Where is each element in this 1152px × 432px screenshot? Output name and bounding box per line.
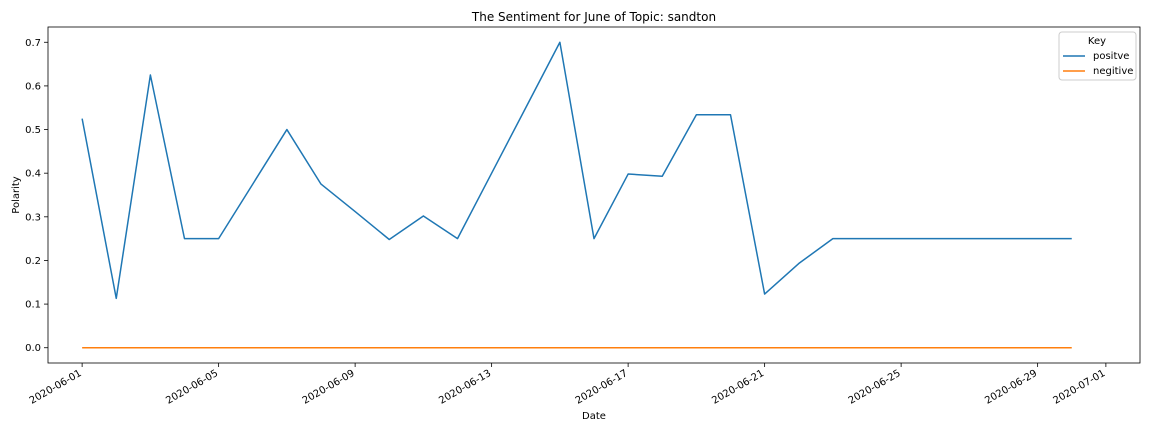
plot-area xyxy=(47,26,1141,364)
legend: Key positve negitive xyxy=(1058,31,1137,81)
y-tick-label: 0.0 xyxy=(25,343,41,354)
y-tick-label: 0.2 xyxy=(25,256,41,267)
x-tick-label: 2020-06-09 xyxy=(301,368,357,407)
x-axis: 2020-06-01 2020-06-05 2020-06-09 2020-06-13… xyxy=(28,363,1108,407)
x-tick-label: 2020-06-05 xyxy=(164,368,220,407)
legend-title: Key xyxy=(1088,36,1106,47)
chart-title: The Sentiment for June of Topic: sandton xyxy=(471,10,716,24)
x-tick-label: 2020-06-29 xyxy=(983,368,1039,407)
x-tick-label: 2020-06-01 xyxy=(28,368,84,407)
y-axis: 0.0 0.1 0.2 0.3 0.4 0.5 0.6 0.7 xyxy=(25,38,48,354)
series-layer xyxy=(81,41,1072,349)
x-axis-label: Date xyxy=(582,411,606,422)
x-tick-label: 2020-06-21 xyxy=(710,368,766,407)
y-tick-label: 0.6 xyxy=(25,81,41,92)
y-tick-label: 0.5 xyxy=(25,125,41,136)
x-tick-label: 2020-07-01 xyxy=(1052,368,1108,407)
x-tick-label: 2020-06-25 xyxy=(847,368,903,407)
y-axis-label: Polarity xyxy=(11,176,22,214)
y-tick-label: 0.4 xyxy=(25,169,41,180)
legend-label-negitive: negitive xyxy=(1093,66,1133,77)
legend-box xyxy=(1058,31,1137,81)
x-tick-label: 2020-06-17 xyxy=(574,368,630,407)
y-tick-label: 0.1 xyxy=(25,300,41,311)
y-tick-label: 0.7 xyxy=(25,38,41,49)
y-tick-label: 0.3 xyxy=(25,212,41,223)
series-line-positve xyxy=(81,41,1072,300)
x-tick-label: 2020-06-13 xyxy=(437,368,493,407)
legend-label-positve: positve xyxy=(1093,51,1129,62)
